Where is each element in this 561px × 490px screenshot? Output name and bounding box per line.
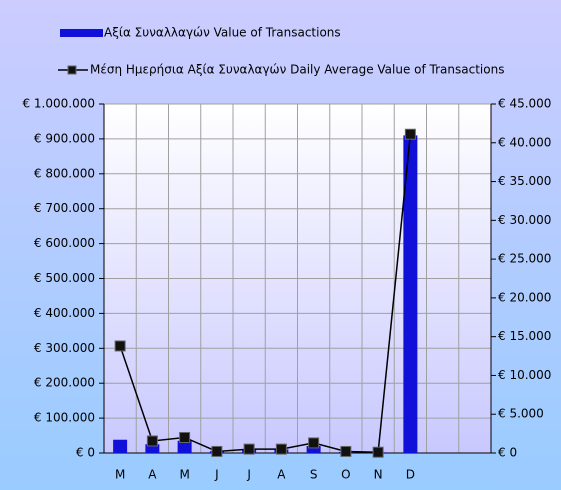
bar bbox=[306, 446, 321, 453]
x-tick-label: M bbox=[179, 468, 189, 482]
x-tick-label: D bbox=[406, 468, 415, 482]
line-marker bbox=[275, 443, 287, 455]
y-tick-label: € 0 bbox=[76, 446, 95, 460]
line-marker bbox=[211, 445, 223, 457]
y2-tick-label: € 40.000 bbox=[498, 135, 551, 149]
y2-tick-label: € 25.000 bbox=[498, 252, 551, 266]
y-tick-label: € 900.000 bbox=[34, 131, 95, 145]
y2-tick-label: € 10.000 bbox=[498, 368, 551, 382]
y2-tick-label: € 30.000 bbox=[498, 213, 551, 227]
x-tick-label: J bbox=[214, 468, 219, 482]
y2-tick-label: € 20.000 bbox=[498, 290, 551, 304]
line-marker bbox=[404, 128, 416, 140]
y2-tick-label: € 5.000 bbox=[498, 407, 544, 421]
line bbox=[119, 134, 412, 453]
x-tick-label: O bbox=[341, 468, 350, 482]
x-tick-label: S bbox=[310, 468, 318, 482]
bar bbox=[113, 439, 128, 453]
line-marker bbox=[146, 435, 158, 447]
bar bbox=[177, 440, 192, 453]
x-tick-label: A bbox=[277, 468, 286, 482]
x-tick-label: N bbox=[374, 468, 383, 482]
legend-marker bbox=[67, 65, 77, 75]
y-tick-label: € 800.000 bbox=[34, 166, 95, 180]
y2-tick-label: € 15.000 bbox=[498, 329, 551, 343]
line-marker bbox=[114, 340, 126, 352]
legend-label: Μέση Ημερήσια Αξία Συναλαγών Daily Avera… bbox=[90, 63, 504, 77]
y-tick-label: € 700.000 bbox=[34, 201, 95, 215]
line-marker bbox=[243, 443, 255, 455]
legend-label: Αξία Συναλλαγών Value of Transactions bbox=[104, 26, 341, 40]
y2-tick-label: € 45.000 bbox=[498, 97, 551, 111]
legend-swatch bbox=[60, 29, 103, 37]
x-tick-label: J bbox=[246, 468, 251, 482]
y-tick-label: € 400.000 bbox=[34, 306, 95, 320]
y-tick-label: € 600.000 bbox=[34, 236, 95, 250]
line-marker bbox=[308, 437, 320, 449]
y2-tick-label: € 0 bbox=[498, 446, 517, 460]
y-tick-label: € 200.000 bbox=[34, 376, 95, 390]
bar bbox=[403, 135, 418, 453]
y2-tick-label: € 35.000 bbox=[498, 174, 551, 188]
line-marker bbox=[179, 431, 191, 443]
y-tick-label: € 500.000 bbox=[34, 271, 95, 285]
bar bbox=[145, 444, 160, 453]
y-tick-label: € 100.000 bbox=[34, 411, 95, 425]
y-tick-label: € 1.000.000 bbox=[22, 97, 95, 111]
x-tick-label: M bbox=[115, 468, 125, 482]
x-tick-label: A bbox=[148, 468, 157, 482]
y-tick-label: € 300.000 bbox=[34, 341, 95, 355]
line-marker bbox=[340, 445, 352, 457]
line-marker bbox=[372, 446, 384, 458]
